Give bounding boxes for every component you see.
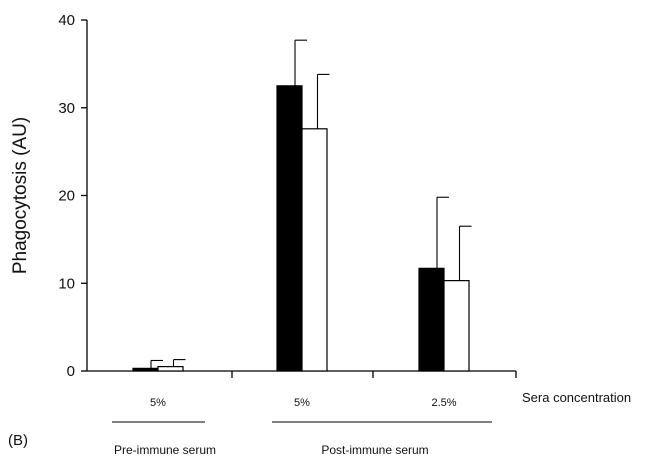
bar xyxy=(132,367,159,372)
category-label: 5% xyxy=(294,397,310,409)
group-label: Post-immune serum xyxy=(321,443,428,457)
group-label: Pre-immune serum xyxy=(114,443,216,457)
bar xyxy=(276,85,303,372)
category-label: 5% xyxy=(150,397,166,409)
y-tick-label: 20 xyxy=(58,188,75,205)
y-axis-title: Phagocytosis (AU) xyxy=(10,117,31,274)
bar xyxy=(157,366,184,372)
bar xyxy=(301,128,328,372)
labels: 5% 5% 2.5% Phagocytosis (AU) Sera concentrat… xyxy=(8,117,631,457)
bars xyxy=(132,39,472,372)
y-tick-label: 10 xyxy=(58,275,75,292)
bar xyxy=(443,280,470,372)
panel-label: (B) xyxy=(8,432,28,449)
category-label: 2.5% xyxy=(431,397,456,409)
y-tick-label: 40 xyxy=(58,12,75,29)
bar xyxy=(418,267,445,372)
x-axis-title: Sera concentration xyxy=(522,390,631,405)
y-tick-label: 0 xyxy=(67,363,75,380)
y-tick-label: 30 xyxy=(58,100,75,117)
